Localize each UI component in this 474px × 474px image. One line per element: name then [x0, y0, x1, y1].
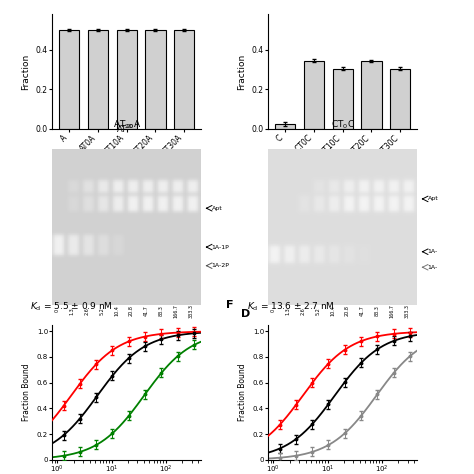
Text: 166.7: 166.7 [390, 304, 395, 318]
Bar [390, 69, 410, 129]
Y-axis label: Fraction Bound: Fraction Bound [22, 364, 31, 421]
Bar [304, 61, 324, 129]
Bar [333, 69, 353, 129]
Text: 0: 0 [55, 309, 60, 312]
Text: 1A-1P: 1A-1P [211, 245, 229, 249]
Bar [275, 124, 295, 129]
Bar [59, 30, 79, 129]
Text: 333.3: 333.3 [189, 304, 194, 318]
Text: 41.7: 41.7 [144, 305, 149, 316]
Text: Apt: Apt [428, 196, 438, 201]
Text: 1.3: 1.3 [70, 307, 74, 315]
Text: $\it{K}$$_\mathrm{d}$ = 5.5 ± 0.9 nM: $\it{K}$$_\mathrm{d}$ = 5.5 ± 0.9 nM [30, 301, 113, 313]
Text: 83.3: 83.3 [159, 305, 164, 316]
Text: 20.8: 20.8 [345, 305, 350, 316]
Text: 0: 0 [271, 309, 275, 312]
Text: Apt: Apt [211, 206, 222, 211]
Text: 5.2: 5.2 [99, 307, 104, 315]
Text: 5.2: 5.2 [315, 307, 320, 315]
Text: F: F [227, 301, 234, 310]
Text: 1A-: 1A- [428, 249, 438, 254]
Text: 20: 20 [127, 124, 134, 129]
Text: 1A-: 1A- [428, 265, 438, 270]
Text: 83.3: 83.3 [375, 305, 380, 316]
Text: AT: AT [117, 125, 127, 134]
Text: $\it{K}$$_\mathrm{d}$ = 13.6 ± 2.7 nM: $\it{K}$$_\mathrm{d}$ = 13.6 ± 2.7 nM [247, 301, 335, 313]
Text: 2.6: 2.6 [301, 307, 305, 315]
Bar [146, 30, 165, 129]
Text: 1.3: 1.3 [285, 307, 291, 315]
Bar [88, 30, 108, 129]
Bar [117, 30, 137, 129]
Bar [174, 30, 194, 129]
Text: 10.4: 10.4 [114, 305, 119, 316]
Text: 166.7: 166.7 [174, 304, 179, 318]
Text: 333.3: 333.3 [405, 304, 410, 318]
Text: 41.7: 41.7 [360, 305, 365, 316]
Text: D: D [241, 309, 251, 319]
Y-axis label: Fraction Bound: Fraction Bound [238, 364, 247, 421]
Text: 1A-2P: 1A-2P [211, 263, 229, 268]
Text: 20.8: 20.8 [129, 305, 134, 316]
Text: 2.6: 2.6 [84, 307, 90, 315]
Y-axis label: Fraction: Fraction [21, 54, 30, 90]
Text: $\mathrm{AT_{20}A}$: $\mathrm{AT_{20}A}$ [113, 118, 141, 131]
Text: $\mathrm{CT_{0}C}$: $\mathrm{CT_{0}C}$ [331, 118, 355, 131]
Y-axis label: Fraction: Fraction [237, 54, 246, 90]
Text: 10.4: 10.4 [330, 305, 335, 316]
Bar [361, 61, 382, 129]
